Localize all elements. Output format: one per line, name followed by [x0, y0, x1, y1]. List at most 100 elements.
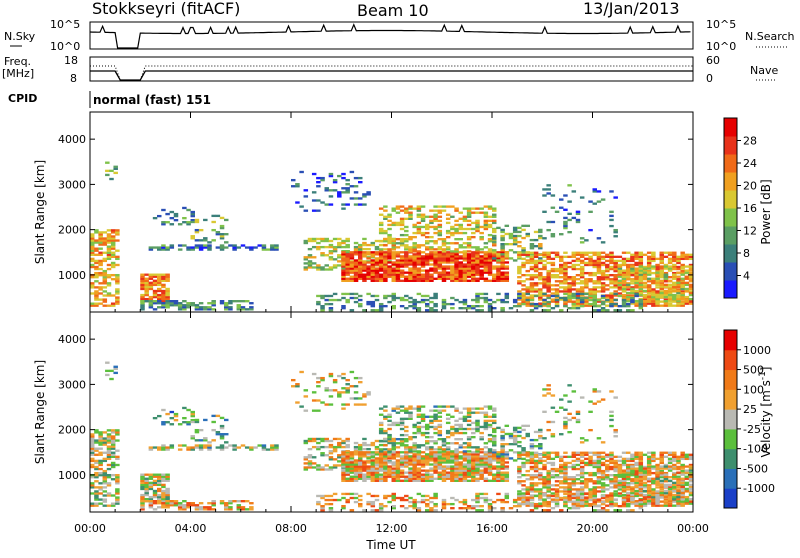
power-cell: [504, 251, 510, 254]
power-cell: [454, 271, 459, 274]
power-cell: [353, 296, 359, 300]
velocity-cell: [161, 444, 166, 447]
velocity-cell: [567, 486, 572, 489]
power-cell: [584, 302, 589, 305]
velocity-cell: [177, 448, 183, 451]
power-cell: [311, 239, 317, 243]
velocity-cell: [152, 416, 158, 420]
velocity-cell: [596, 465, 602, 469]
power-cell: [345, 269, 350, 272]
power-cell: [533, 267, 539, 271]
power-cell: [638, 257, 644, 261]
velocity-cell: [429, 425, 434, 429]
power-cell: [144, 279, 149, 282]
power-cell: [337, 237, 342, 241]
velocity-cell: [525, 455, 530, 458]
velocity-cell: [198, 439, 204, 442]
power-cell: [341, 265, 346, 268]
velocity-cell: [110, 463, 116, 467]
power-cell: [441, 307, 447, 310]
velocity-cell: [592, 471, 597, 475]
power-cell: [366, 243, 371, 247]
power-cell: [358, 247, 363, 251]
power-cell: [358, 197, 363, 200]
velocity-cell: [152, 483, 158, 487]
power-cell: [600, 288, 606, 291]
velocity-cell: [538, 442, 543, 446]
power-cell: [399, 259, 405, 262]
power-cell: [688, 275, 694, 278]
velocity-cell: [362, 441, 367, 445]
power-cell: [592, 263, 597, 267]
power-cell: [567, 298, 572, 301]
power-cell: [676, 300, 681, 303]
velocity-cell: [232, 444, 237, 447]
power-cell: [408, 275, 413, 278]
power-cell: [441, 275, 447, 278]
velocity-cell: [203, 446, 208, 449]
power-cell: [546, 192, 551, 195]
velocity-cell: [349, 385, 355, 388]
velocity-cell: [617, 486, 623, 489]
velocity-cell: [521, 424, 526, 428]
velocity-cell: [144, 479, 149, 482]
velocity-cell: [383, 455, 388, 458]
power-cell: [471, 307, 476, 310]
power-cell: [445, 213, 451, 216]
power-cell: [219, 226, 225, 230]
power-cell: [663, 289, 669, 293]
velocity-cell: [358, 475, 363, 478]
power-cell: [433, 292, 438, 296]
power-cell: [458, 251, 463, 254]
velocity-cell: [106, 429, 112, 432]
power-cell: [462, 267, 468, 270]
velocity-cell: [198, 506, 204, 509]
velocity-cell: [157, 446, 162, 449]
velocity-cell: [341, 461, 346, 464]
velocity-cell: [102, 494, 108, 497]
velocity-cell: [182, 421, 187, 424]
power-cell: [387, 253, 392, 256]
velocity-cell: [466, 461, 472, 464]
power-cell: [345, 178, 350, 182]
power-cell: [437, 273, 443, 276]
power-cell: [412, 275, 417, 278]
velocity-cell: [667, 453, 673, 456]
power-cell: [408, 257, 413, 260]
velocity-cell: [391, 457, 396, 460]
power-cell: [688, 297, 694, 301]
power-cell: [634, 302, 639, 305]
power-cell: [358, 267, 363, 270]
power-cell: [575, 257, 581, 261]
power-cell: [504, 271, 510, 274]
power-cell: [634, 273, 639, 277]
velocity-cell: [345, 459, 350, 462]
power-cell: [378, 213, 384, 216]
velocity-cell: [517, 502, 522, 505]
velocity-cell: [626, 482, 631, 485]
power-cell: [370, 269, 376, 272]
power-cell: [630, 263, 635, 267]
velocity-cell: [110, 437, 116, 440]
power-cell: [458, 271, 463, 274]
velocity-cell: [533, 473, 539, 477]
power-cell: [634, 255, 639, 259]
velocity-cell: [563, 467, 568, 471]
power-cell: [492, 209, 497, 212]
velocity-cell: [667, 502, 673, 505]
power-cell: [165, 277, 170, 280]
power-cell: [475, 255, 480, 258]
velocity-cell: [584, 484, 589, 487]
beam-title: Beam 10: [357, 1, 429, 20]
power-cell: [370, 243, 376, 247]
velocity-cell: [399, 409, 405, 412]
power-cell: [508, 307, 514, 310]
velocity-cell: [559, 482, 564, 485]
power-cell: [596, 253, 602, 256]
power-cell: [399, 255, 405, 258]
velocity-cell: [98, 486, 103, 489]
velocity-cell: [487, 433, 493, 437]
power-cell: [462, 263, 468, 266]
power-cell: [404, 307, 409, 310]
velocity-cell: [663, 463, 669, 467]
